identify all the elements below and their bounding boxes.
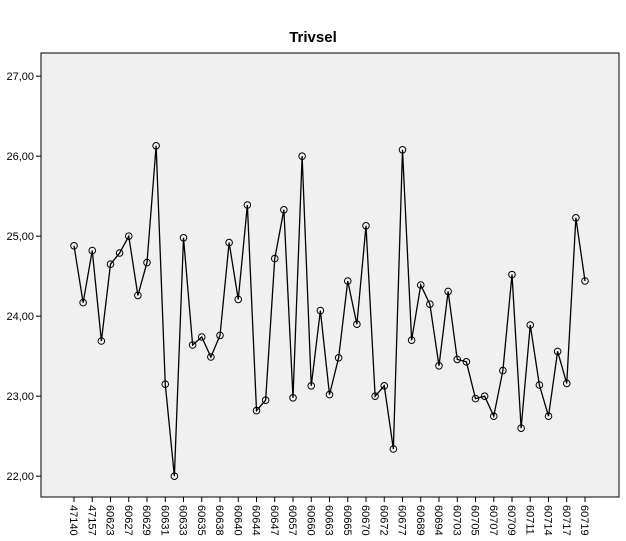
point (106, 260, 115, 269)
x-tick-label: 60640 (231, 505, 243, 536)
point (115, 249, 124, 257)
point (97, 337, 106, 345)
point (471, 394, 480, 403)
line (73, 145, 586, 477)
point (280, 206, 288, 214)
point (307, 382, 316, 390)
point (480, 392, 489, 401)
x-tick-label: 60633 (177, 505, 189, 536)
x-tick-label: 60672 (377, 505, 389, 536)
x-tick-label: 60711 (523, 505, 535, 535)
point (143, 258, 151, 267)
point (553, 347, 562, 356)
point (88, 246, 97, 255)
point (572, 214, 580, 222)
x-tick-label: 60703 (450, 505, 462, 536)
x-tick-label: 60717 (560, 505, 572, 536)
point (270, 254, 279, 263)
point (426, 300, 434, 309)
x-tick-label: 47140 (67, 505, 79, 536)
point (124, 232, 133, 240)
point (252, 406, 261, 415)
x-tick-label: 60644 (250, 505, 262, 536)
point (517, 424, 525, 433)
x-tick-label: 60665 (341, 505, 353, 536)
point (416, 281, 425, 289)
point (371, 392, 379, 401)
point (179, 234, 188, 242)
point (499, 366, 507, 375)
x-tick-label: 60631 (158, 505, 170, 536)
point (225, 238, 233, 247)
x-tick-label: 60629 (140, 505, 152, 536)
point (316, 306, 325, 315)
x-tick-label: 60647 (268, 505, 280, 536)
point (161, 380, 170, 389)
x-tick-label: 60689 (414, 505, 426, 536)
point (526, 321, 535, 329)
point (508, 270, 516, 279)
x-tick-label: 60694 (432, 505, 444, 536)
y-tick-label: 27,00 (6, 71, 34, 83)
x-tick-label: 60705 (469, 505, 481, 536)
x-tick-label: 60707 (487, 505, 499, 536)
x-tick-label: 60657 (286, 505, 298, 536)
x-tick-label: 60714 (542, 505, 554, 536)
x-tick-label: 60677 (396, 505, 408, 536)
point (444, 287, 452, 296)
chart-title: Trivsel (289, 29, 337, 46)
point (389, 445, 398, 453)
point (152, 142, 160, 150)
x-tick-label: 60663 (323, 505, 335, 536)
plot-area (40, 52, 620, 498)
point (535, 381, 544, 389)
point (334, 354, 343, 362)
x-tick-label: 60719 (578, 505, 590, 536)
point (289, 394, 297, 402)
x-tick-label: 60623 (104, 505, 116, 536)
x-tick-label: 60638 (213, 505, 225, 536)
point (581, 277, 589, 285)
y-tick-label: 26,00 (6, 151, 34, 163)
point (188, 341, 197, 349)
point (170, 472, 179, 481)
x-tick-label: 60709 (505, 505, 517, 536)
x-tick-label: 60635 (195, 505, 207, 536)
point (453, 355, 462, 364)
point (343, 277, 352, 285)
x-tick-label: 47157 (85, 505, 97, 536)
point (197, 333, 206, 341)
point (544, 412, 553, 421)
y-tick-label: 24,00 (6, 311, 34, 323)
x-tick-label: 60670 (359, 505, 371, 536)
point (435, 362, 443, 370)
y-tick-label: 25,00 (6, 231, 34, 243)
point (398, 146, 407, 154)
point (70, 242, 78, 250)
y-tick-label: 22,00 (6, 471, 34, 483)
point (298, 152, 306, 160)
x-tick-label: 60660 (304, 505, 316, 536)
point (462, 358, 471, 366)
point (353, 320, 361, 329)
point (234, 295, 243, 304)
point (489, 412, 498, 421)
point (216, 331, 224, 340)
x-tick-label: 60627 (122, 505, 134, 536)
point (380, 382, 389, 390)
point (79, 298, 87, 307)
y-tick-label: 23,00 (6, 391, 34, 403)
point (207, 353, 215, 361)
point (243, 201, 252, 209)
point (407, 336, 416, 345)
point (362, 222, 370, 230)
point (325, 390, 334, 399)
point (134, 291, 142, 300)
point (261, 396, 270, 405)
point (562, 379, 571, 388)
